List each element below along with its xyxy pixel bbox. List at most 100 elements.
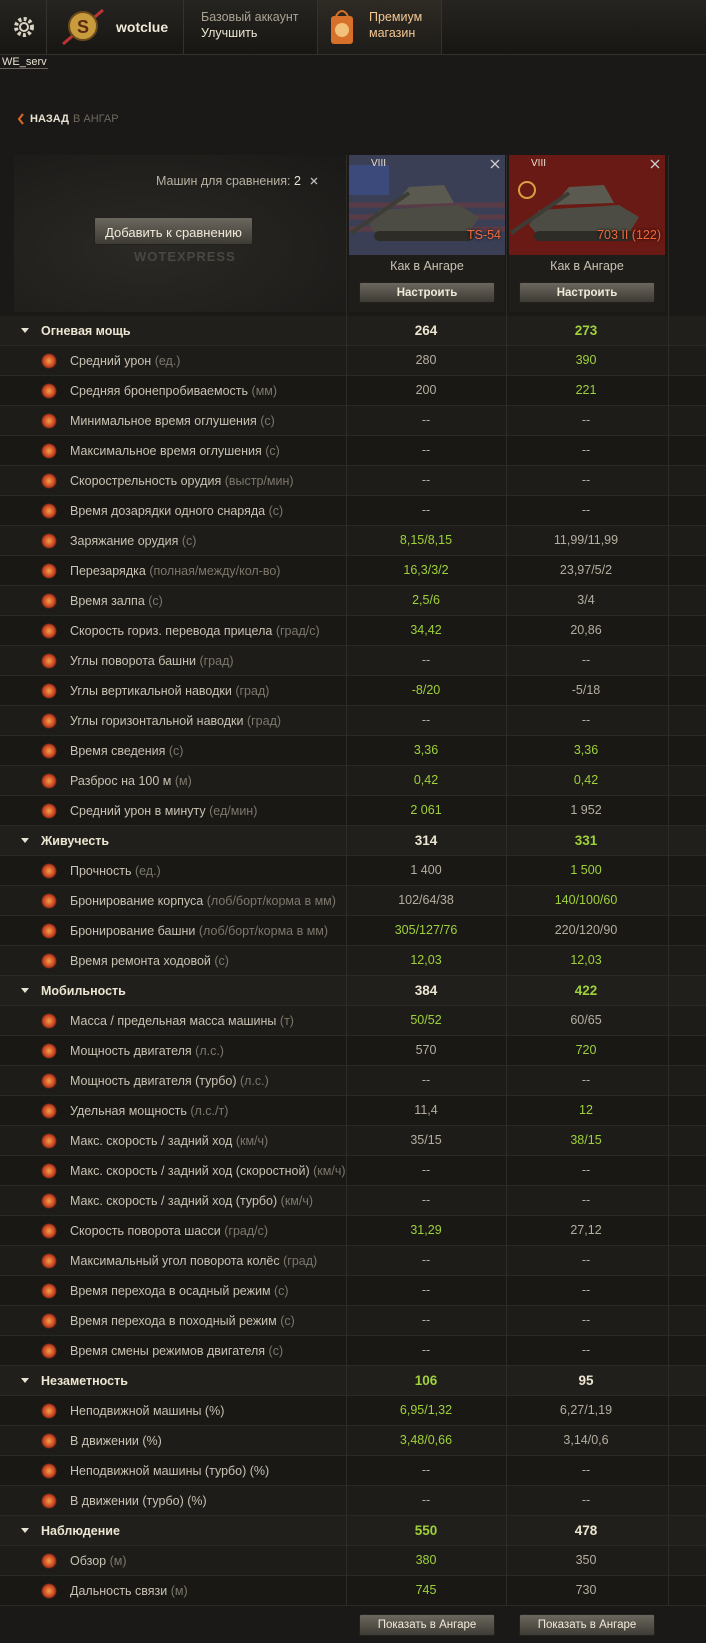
- stat-label: Время перехода в осадный режим (с): [70, 1284, 289, 1298]
- label-text: Перезарядка: [70, 564, 146, 578]
- stat-value: --: [421, 1193, 431, 1207]
- stat-value: 478: [574, 1523, 598, 1538]
- show-in-hangar-button[interactable]: Показать в Ангаре: [519, 1614, 655, 1636]
- label-unit: (км/ч): [235, 1134, 269, 1148]
- add-compare-button[interactable]: Добавить к сравнению: [94, 217, 253, 245]
- stat-value: 50/52: [410, 1013, 442, 1027]
- label-unit: (выстр/мин): [224, 474, 294, 488]
- collapse-arrow[interactable]: [20, 987, 30, 995]
- label-text: Мощность двигателя (турбо): [70, 1074, 237, 1088]
- remove-tank[interactable]: [489, 158, 501, 170]
- stat-value: 220/120/90: [554, 923, 618, 937]
- stat-value: --: [581, 1463, 591, 1477]
- tier: VIII: [371, 158, 387, 169]
- clear-button[interactable]: [308, 175, 320, 187]
- collapse-arrow[interactable]: [20, 837, 30, 845]
- label-unit: (град): [199, 654, 234, 668]
- stat-value: --: [421, 443, 431, 457]
- tank-image: [509, 155, 665, 255]
- label-text: Средний урон в минуту: [70, 804, 206, 818]
- shop-label[interactable]: магазин: [369, 26, 416, 40]
- upgrade-link[interactable]: Улучшить: [201, 26, 258, 40]
- stat-value: 3,36: [413, 743, 439, 757]
- stat-value: 305/127/76: [394, 923, 458, 937]
- stat-icon: [41, 1403, 57, 1419]
- stat-value: --: [581, 1073, 591, 1087]
- compare-count-label: Машин для сравнения: 2: [156, 174, 301, 188]
- label-unit: (т): [279, 1014, 294, 1028]
- shop-label[interactable]: Премиум: [369, 10, 423, 24]
- separator: [183, 0, 184, 54]
- stat-icon: [41, 923, 57, 939]
- stat-value: 2 061: [410, 803, 442, 817]
- collapse-arrow[interactable]: [20, 1377, 30, 1385]
- account-logo[interactable]: S: [58, 6, 108, 48]
- stat-row: Скорострельность орудия (выстр/мин) -- --: [0, 466, 706, 496]
- stat-value: 745: [415, 1583, 437, 1597]
- tier: VIII: [531, 158, 547, 169]
- label-text: В движении (турбо) (%): [70, 1494, 207, 1508]
- label-unit: (полная/между/кол-во): [149, 564, 281, 578]
- configure-button[interactable]: Настроить: [519, 282, 655, 303]
- stat-icon: [41, 803, 57, 819]
- stat-icon: [41, 503, 57, 519]
- label-text: Время дозарядки одного снаряда: [70, 504, 266, 518]
- stat-value: --: [421, 1253, 431, 1267]
- label-unit: (м): [170, 1584, 188, 1598]
- stat-label: Углы поворота башни (град): [70, 654, 234, 668]
- stat-value: --: [421, 1493, 431, 1507]
- separator: [46, 0, 47, 54]
- stat-value: 6,95/1,32: [399, 1403, 453, 1417]
- stat-label: Максимальный угол поворота колёс (град): [70, 1254, 317, 1268]
- stat-label: Прочность (ед.): [70, 864, 161, 878]
- label-unit: (ед/мин): [209, 804, 258, 818]
- label-unit: (с): [181, 534, 197, 548]
- stat-value: --: [581, 1253, 591, 1267]
- label-text: Средний урон: [70, 354, 152, 368]
- stat-label: Время смены режимов двигателя (с): [70, 1344, 283, 1358]
- stat-value: --: [421, 1073, 431, 1087]
- stat-row: Обзор (м) 380 350: [0, 1546, 706, 1576]
- label-unit: (лоб/борт/корма в мм): [206, 894, 336, 908]
- stat-row: В движении (турбо) (%) -- --: [0, 1486, 706, 1516]
- label-unit: (ед.): [154, 354, 181, 368]
- show-in-hangar-button[interactable]: Показать в Ангаре: [359, 1614, 495, 1636]
- settings-icon[interactable]: [11, 14, 37, 40]
- label-text: Средняя бронепробиваемость: [70, 384, 249, 398]
- stat-value: 384: [414, 983, 438, 998]
- label-text: Разброс на 100 м: [70, 774, 172, 788]
- label-text: Заряжание орудия: [70, 534, 179, 548]
- stat-label: Мощность двигателя (турбо) (л.с.): [70, 1074, 269, 1088]
- label-text: Время перехода в осадный режим: [70, 1284, 275, 1298]
- collapse-arrow[interactable]: [20, 327, 30, 335]
- stat-icon: [41, 1013, 57, 1029]
- stat-value: 140/100/60: [554, 893, 618, 907]
- back-link[interactable]: НАЗАД: [30, 113, 69, 125]
- stat-value: --: [421, 653, 431, 667]
- label-unit: (л.с./т): [190, 1104, 229, 1118]
- configure-button[interactable]: Настроить: [359, 282, 495, 303]
- stat-icon: [41, 1553, 57, 1569]
- label-unit: (с): [280, 1314, 295, 1328]
- stat-icon: [41, 713, 57, 729]
- stat-value: 34,42: [410, 623, 442, 637]
- username[interactable]: wotclue: [116, 19, 169, 35]
- stat-row: Скорость поворота шасси (град/с) 31,29 27,…: [0, 1216, 706, 1246]
- stat-row: Прочность (ед.) 1 400 1 500: [0, 856, 706, 886]
- back-arrow[interactable]: [17, 113, 25, 125]
- stat-label: Углы горизонтальной наводки (град): [70, 714, 281, 728]
- stat-value: 273: [574, 323, 598, 338]
- stat-value: 280: [415, 353, 437, 367]
- label-text: Макс. скорость / задний ход (турбо): [70, 1194, 278, 1208]
- collapse-arrow[interactable]: [20, 1527, 30, 1535]
- stat-icon: [41, 1343, 57, 1359]
- label-text: Время смены режимов двигателя: [70, 1344, 266, 1358]
- remove-tank[interactable]: [649, 158, 661, 170]
- stat-value: 12: [579, 1103, 593, 1117]
- stat-row: Максимальное время оглушения (с) -- --: [0, 436, 706, 466]
- stat-row: Заряжание орудия (с) 8,15/8,15 11,99/11,99: [0, 526, 706, 556]
- stat-value: 331: [574, 833, 598, 848]
- stat-value: 12,03: [570, 953, 602, 967]
- stat-icon: [41, 383, 57, 399]
